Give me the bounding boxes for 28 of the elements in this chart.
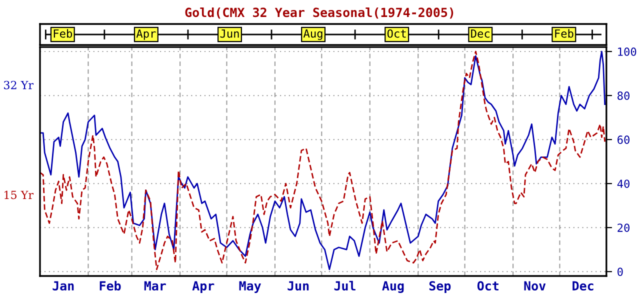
- x-tick-label: Oct: [477, 281, 498, 291]
- text: Feb: [54, 29, 72, 38]
- x-tick-label: Sep: [429, 281, 451, 293]
- text: Dec: [471, 29, 490, 38]
- y-tick-label: 100: [618, 48, 636, 56]
- x-tick-label: Apr: [192, 281, 214, 293]
- text: 32 Yr: [4, 80, 34, 90]
- x-tick-label: May: [239, 281, 262, 293]
- text: Apr: [136, 29, 156, 40]
- y-tick-label: 0: [618, 268, 623, 276]
- y-tick-label: 40: [617, 180, 630, 188]
- text: Aug: [303, 29, 322, 40]
- text: Jun: [220, 29, 239, 38]
- y-tick-label: 20: [618, 224, 630, 232]
- chart-title: Gold(CMX 32 Year Seasonal(1974-2005): [185, 7, 454, 19]
- x-tick-label: Jun: [288, 281, 309, 291]
- x-tick-label: Dec: [572, 281, 594, 291]
- y-tick-label: 60: [618, 136, 630, 144]
- text: Feb: [555, 29, 574, 38]
- x-tick-label: Nov: [524, 281, 546, 291]
- series-label: 15 Yr: [4, 190, 34, 200]
- text: Oct: [387, 29, 406, 38]
- x-tick-label: Aug: [382, 281, 404, 293]
- y-tick-label: 80: [618, 92, 630, 100]
- x-tick-label: Jul: [334, 280, 356, 291]
- x-tick-label: Feb: [100, 280, 121, 291]
- x-tick-label: Mar: [144, 281, 166, 291]
- x-tick-label: Jan: [52, 281, 74, 291]
